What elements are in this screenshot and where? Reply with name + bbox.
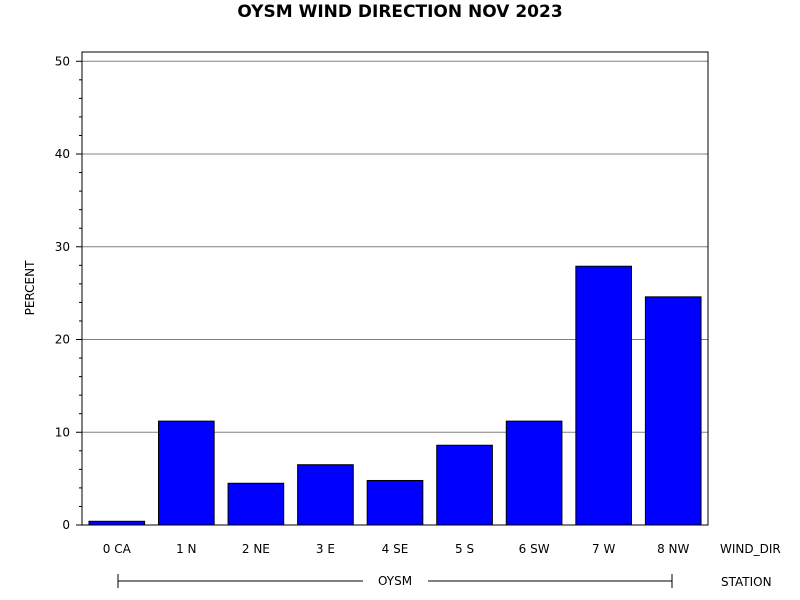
x-tick-label: 2 NE	[242, 542, 270, 556]
y-tick-label: 30	[55, 240, 70, 254]
y-tick-label: 10	[55, 425, 70, 439]
bar	[436, 444, 493, 526]
bar	[88, 520, 146, 526]
station-value: OYSM	[378, 574, 412, 588]
x-axis: 0 CA 1 N 2 NE 3 E 4 SE 5 S 6 SW 7 W 8 NW	[103, 542, 690, 556]
chart-title: OYSM WIND DIRECTION NOV 2023	[237, 2, 562, 22]
y-tick-label: 50	[55, 54, 70, 68]
x-tick-label: 3 E	[316, 542, 335, 556]
bar	[505, 420, 563, 526]
bar	[158, 420, 215, 526]
y-tick-label: 20	[55, 333, 70, 347]
y-axis-label: PERCENT	[23, 260, 37, 315]
bars	[88, 265, 702, 526]
y-tick-label: 40	[55, 147, 70, 161]
y-tick-label: 0	[62, 518, 70, 532]
bar	[227, 482, 285, 526]
bar	[644, 296, 702, 526]
bar	[575, 265, 632, 526]
x-axis-label: WIND_DIR	[720, 542, 781, 556]
y-axis: 0 10 20 30 40 50	[55, 54, 82, 532]
station-label: STATION	[721, 575, 772, 589]
x-tick-label: 7 W	[592, 542, 615, 556]
x-tick-label: 8 NW	[657, 542, 689, 556]
x-tick-label: 5 S	[455, 542, 474, 556]
plot-frame	[81, 51, 709, 526]
x-tick-label: 4 SE	[382, 542, 409, 556]
x-tick-label: 6 SW	[519, 542, 550, 556]
x-tick-label: 0 CA	[103, 542, 132, 556]
bar	[297, 464, 354, 526]
bar	[366, 479, 424, 526]
x-tick-label: 1 N	[176, 542, 196, 556]
